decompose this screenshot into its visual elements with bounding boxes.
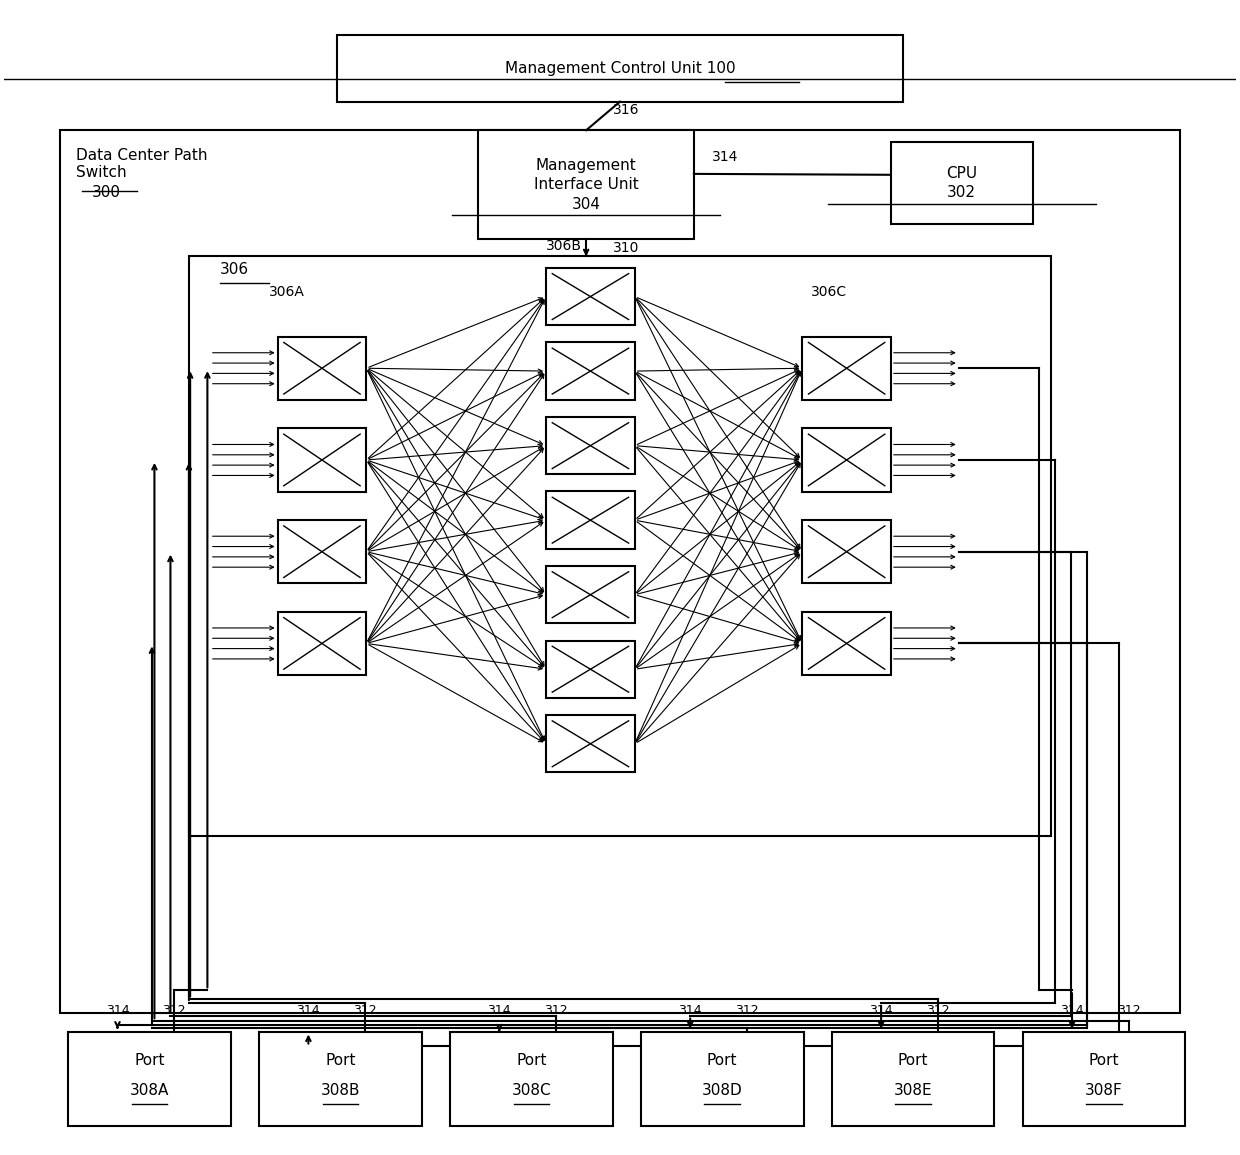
Text: Port: Port (707, 1052, 738, 1067)
Text: Port: Port (516, 1052, 547, 1067)
Text: 308D: 308D (702, 1082, 743, 1097)
Text: 314: 314 (678, 1005, 702, 1018)
Text: Port: Port (325, 1052, 356, 1067)
FancyBboxPatch shape (546, 417, 635, 475)
FancyBboxPatch shape (546, 492, 635, 549)
Text: 312: 312 (162, 1005, 186, 1018)
Text: 312: 312 (735, 1005, 759, 1018)
Text: Data Center Path
Switch: Data Center Path Switch (76, 148, 207, 180)
FancyBboxPatch shape (479, 131, 694, 239)
FancyBboxPatch shape (259, 1031, 422, 1126)
Text: 300: 300 (92, 185, 120, 200)
FancyBboxPatch shape (278, 612, 366, 675)
FancyBboxPatch shape (546, 342, 635, 400)
Text: Management Control Unit 100: Management Control Unit 100 (505, 61, 735, 76)
Text: 316: 316 (614, 103, 640, 118)
FancyBboxPatch shape (802, 337, 892, 400)
Text: 312: 312 (353, 1005, 377, 1018)
Text: 306: 306 (219, 262, 249, 277)
FancyBboxPatch shape (546, 715, 635, 773)
FancyBboxPatch shape (60, 131, 1180, 1013)
FancyBboxPatch shape (641, 1031, 804, 1126)
Text: 312: 312 (926, 1005, 950, 1018)
FancyBboxPatch shape (546, 566, 635, 624)
Text: CPU: CPU (946, 166, 977, 181)
FancyBboxPatch shape (802, 612, 892, 675)
FancyBboxPatch shape (546, 641, 635, 698)
FancyBboxPatch shape (278, 429, 366, 492)
Text: 302: 302 (947, 185, 976, 200)
Text: Port: Port (134, 1052, 165, 1067)
Text: 312: 312 (544, 1005, 568, 1018)
Text: 308F: 308F (1085, 1082, 1123, 1097)
Text: Port: Port (898, 1052, 929, 1067)
Text: 314: 314 (1060, 1005, 1084, 1018)
Text: 314: 314 (105, 1005, 129, 1018)
FancyBboxPatch shape (802, 429, 892, 492)
Text: Management: Management (536, 158, 636, 173)
FancyBboxPatch shape (802, 520, 892, 583)
FancyBboxPatch shape (546, 268, 635, 326)
Text: 306C: 306C (811, 285, 847, 299)
Text: 306A: 306A (269, 285, 305, 299)
FancyBboxPatch shape (337, 35, 903, 102)
Text: 314: 314 (712, 150, 739, 164)
Text: 306B: 306B (546, 239, 582, 253)
Text: 308E: 308E (894, 1082, 932, 1097)
FancyBboxPatch shape (832, 1031, 994, 1126)
Text: 314: 314 (296, 1005, 320, 1018)
FancyBboxPatch shape (450, 1031, 613, 1126)
FancyBboxPatch shape (892, 142, 1033, 224)
FancyBboxPatch shape (188, 256, 1052, 835)
Text: Port: Port (1089, 1052, 1120, 1067)
FancyBboxPatch shape (278, 337, 366, 400)
FancyBboxPatch shape (68, 1031, 231, 1126)
Text: 304: 304 (572, 196, 600, 211)
Text: 312: 312 (1117, 1005, 1141, 1018)
Text: 314: 314 (487, 1005, 511, 1018)
Text: 308B: 308B (321, 1082, 360, 1097)
FancyBboxPatch shape (278, 520, 366, 583)
Text: 310: 310 (614, 241, 640, 255)
Text: 308A: 308A (130, 1082, 169, 1097)
FancyBboxPatch shape (1023, 1031, 1185, 1126)
Text: 314: 314 (869, 1005, 893, 1018)
Text: Interface Unit: Interface Unit (533, 177, 639, 192)
Text: 308C: 308C (512, 1082, 551, 1097)
